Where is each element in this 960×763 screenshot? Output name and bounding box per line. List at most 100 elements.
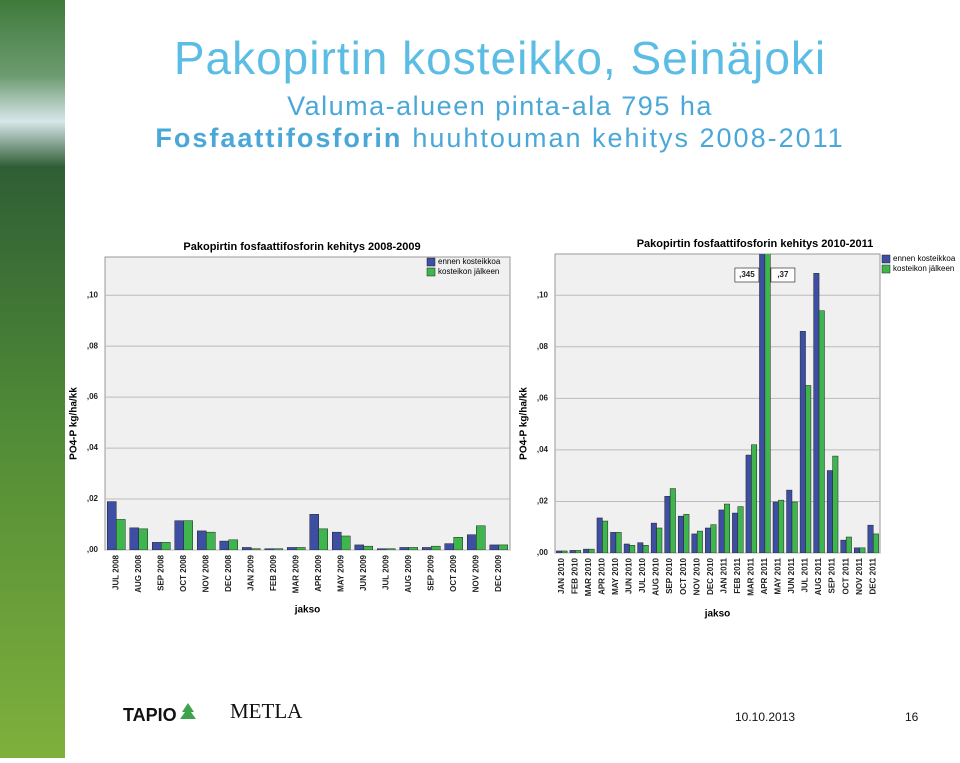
bar <box>341 535 351 550</box>
bar <box>669 488 676 553</box>
y-tick-label: ,04 <box>87 443 99 452</box>
bar <box>569 550 576 553</box>
slide-title: Pakopirtin kosteikko, Seinäjoki <box>174 32 826 84</box>
legend-swatch <box>426 257 436 267</box>
x-axis-label: jakso <box>704 609 731 620</box>
bar <box>683 514 690 553</box>
bar <box>772 501 779 553</box>
bar <box>642 545 649 553</box>
bar <box>872 533 879 553</box>
plot-area <box>104 256 511 551</box>
legend-label: kosteikon jälkeen <box>438 267 499 276</box>
x-tick-label: DEC 2009 <box>494 554 503 591</box>
bar <box>854 547 860 553</box>
x-tick-label: NOV 2010 <box>692 557 701 595</box>
value-label-box <box>734 267 760 283</box>
x-tick-label: DEC 2010 <box>706 557 715 594</box>
bar <box>251 548 261 550</box>
bar <box>696 530 703 553</box>
bar <box>183 520 193 550</box>
x-tick-label: AUG 2009 <box>404 554 413 592</box>
x-tick-label: MAY 2009 <box>336 554 345 591</box>
x-tick-label: JUL 2008 <box>111 554 120 590</box>
bar <box>129 527 139 550</box>
bar <box>732 512 739 553</box>
bar <box>219 540 229 550</box>
bar <box>677 515 684 553</box>
bar <box>242 547 252 550</box>
slide-line: Fosfaattifosforin huuhtouman kehitys 2008… <box>155 123 844 153</box>
x-tick-label: FEB 2011 <box>733 557 742 593</box>
x-tick-label: OCT 2010 <box>679 557 688 594</box>
bar <box>805 385 812 553</box>
y-tick-label: ,02 <box>87 494 99 503</box>
x-tick-label: JUN 2010 <box>625 557 634 594</box>
bar <box>467 534 477 550</box>
bar <box>318 528 328 550</box>
x-tick-label: JUN 2009 <box>359 554 368 591</box>
bar <box>116 519 126 550</box>
y-tick-label: ,04 <box>537 445 549 454</box>
x-tick-label: FEB 2010 <box>570 557 579 594</box>
x-tick-label: AUG 2008 <box>134 554 143 592</box>
tapio-tree <box>180 703 196 719</box>
logo-tapio: TAPIO <box>123 705 177 725</box>
x-tick-label: NOV 2008 <box>201 554 210 592</box>
highlight: Fosfaattifosforin <box>155 123 402 153</box>
x-tick-label: DEC 2011 <box>868 557 877 594</box>
x-tick-label: APR 2010 <box>598 557 607 594</box>
line-rest: huuhtouman kehitys 2008-2011 <box>412 123 844 153</box>
y-tick-label: ,06 <box>87 392 99 401</box>
bar <box>710 524 717 553</box>
plot-area <box>554 253 881 554</box>
y-tick-label: ,08 <box>537 342 549 351</box>
x-tick-label: DEC 2008 <box>224 554 233 591</box>
x-tick-label: MAY 2011 <box>774 557 783 594</box>
bar <box>287 547 297 550</box>
bar <box>197 530 207 550</box>
bar <box>575 550 581 553</box>
bar <box>650 522 657 553</box>
bar <box>664 496 671 553</box>
x-tick-label: JUL 2010 <box>638 557 647 593</box>
bar <box>588 548 595 553</box>
bar <box>296 547 306 550</box>
bar <box>745 454 752 553</box>
y-tick-label: ,00 <box>87 545 99 554</box>
bar <box>422 547 432 550</box>
forest-strip <box>0 0 65 758</box>
slide-subtitle: Valuma-alueen pinta-ala 795 ha <box>287 91 713 121</box>
bar <box>629 545 636 553</box>
bar <box>107 501 117 550</box>
bar <box>138 528 148 550</box>
bar <box>737 506 744 553</box>
x-tick-label: JUN 2011 <box>787 557 796 593</box>
bar <box>813 273 820 553</box>
bar <box>596 517 603 553</box>
bars <box>556 254 879 553</box>
bar <box>799 331 806 553</box>
bar <box>867 524 874 553</box>
value-label: ,345 <box>739 270 755 279</box>
chart-title: Pakopirtin fosfaattifosforin kehitys 201… <box>637 238 874 250</box>
bar <box>408 547 418 550</box>
bar <box>691 533 698 553</box>
bar <box>583 548 590 553</box>
bar <box>718 509 725 553</box>
legend-swatch <box>881 254 891 264</box>
bars <box>107 501 508 550</box>
x-tick-label: JAN 2010 <box>557 557 566 594</box>
bar <box>453 537 463 550</box>
bar <box>791 501 798 553</box>
bar <box>832 455 839 553</box>
x-tick-label: AUG 2011 <box>814 557 823 595</box>
bar <box>724 503 730 553</box>
x-tick-label: OCT 2008 <box>179 554 188 591</box>
chart-title: Pakopirtin fosfaattifosforin kehitys 200… <box>183 241 420 253</box>
bar <box>751 444 758 553</box>
bar <box>332 531 342 550</box>
x-tick-label: FEB 2009 <box>269 554 278 591</box>
x-tick-label: SEP 2010 <box>665 557 674 593</box>
bar <box>309 514 319 550</box>
